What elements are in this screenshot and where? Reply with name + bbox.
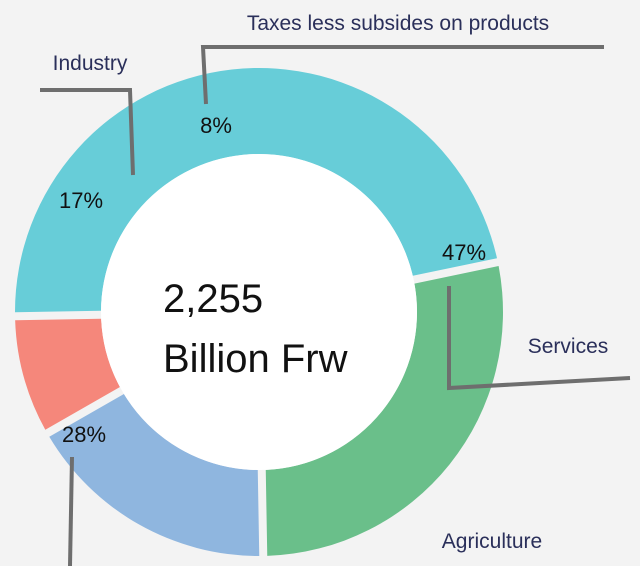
slice-taxes [15, 318, 120, 430]
slice-value-label-taxes: 8% [200, 113, 232, 138]
category-label-industry: Industry [53, 52, 128, 75]
slice-value-label-services: 47% [442, 240, 486, 265]
leader-lines [40, 45, 631, 566]
donut-slices [15, 68, 503, 556]
slice-agriculture [265, 266, 503, 556]
leader-line-industry [40, 88, 135, 176]
category-label-taxes: Taxes less subsides on products [247, 12, 549, 35]
category-label-agriculture: Agriculture [442, 530, 542, 553]
leader-line-services [447, 286, 631, 391]
leader-line-agriculture [68, 456, 74, 566]
category-label-services: Services [528, 335, 609, 358]
center-total-unit: Billion Frw [163, 337, 348, 381]
slice-services [15, 68, 497, 313]
slice-industry [49, 393, 260, 556]
slice-value-label-agriculture: 28% [62, 422, 106, 447]
slice-value-label-industry: 17% [59, 188, 103, 213]
center-total-value: 2,255 [163, 277, 263, 321]
leader-line-taxes [200, 45, 604, 105]
donut-center [101, 154, 417, 470]
